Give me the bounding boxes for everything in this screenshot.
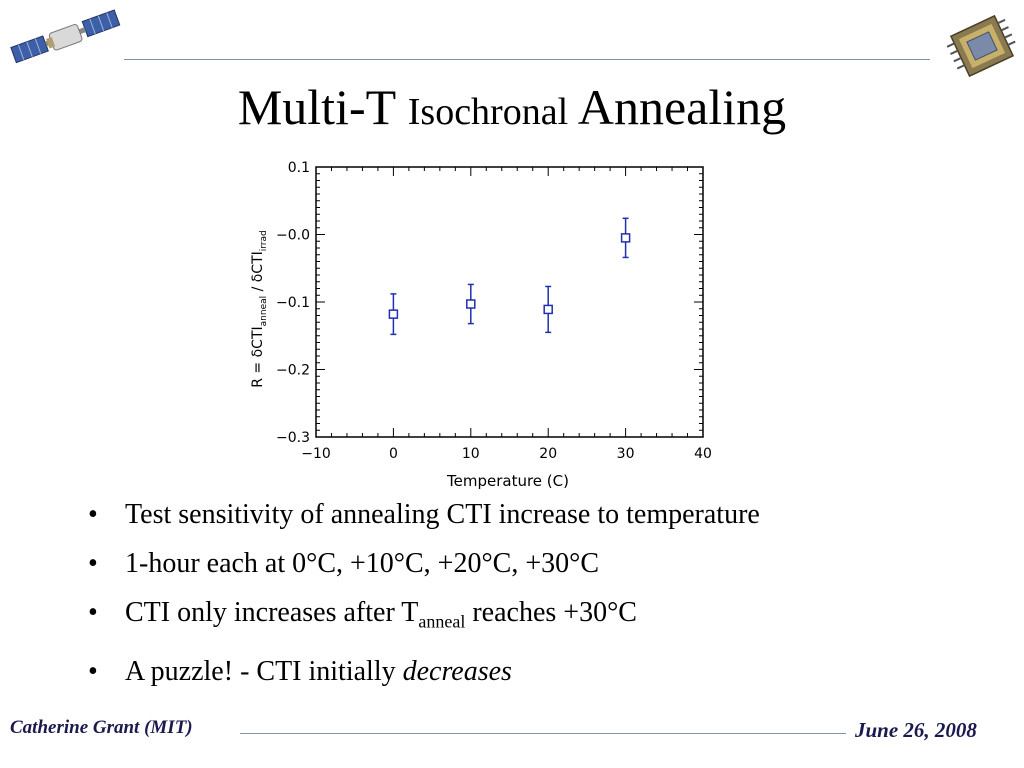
bullet-text: reaches +30°C	[465, 597, 637, 628]
annealing-chart: −10 0 10 20 30 40 0.1 −0.0 −0.1 −0.2 −0.3 R = δCTI…	[236, 158, 736, 495]
y-tick-label: −0.2	[276, 363, 310, 379]
chart-svg: −10 0 10 20 30 40 0.1 −0.0 −0.1 −0.2 −0.3 R = δCTI…	[250, 160, 712, 490]
bullet-item: • Test sensitivity of annealing CTI incr…	[88, 490, 760, 539]
x-tick-label: 0	[389, 446, 398, 462]
bullet-glyph: •	[88, 548, 98, 579]
bullet-list: • Test sensitivity of annealing CTI incr…	[88, 490, 760, 696]
bullet-item: • 1-hour each at 0°C, +10°C, +20°C, +30°…	[88, 539, 760, 588]
x-tick-label: 20	[539, 446, 557, 462]
title-part-1: Multi-T	[237, 79, 408, 135]
data-point	[388, 309, 399, 319]
bullet-item: • A puzzle! - CTI initially decreases	[88, 647, 760, 696]
footer-date: June 26, 2008	[855, 718, 977, 742]
bullet-item: • CTI only increases after Tanneal reach…	[88, 588, 760, 647]
bullet-text: 1-hour each at 0°C, +10°C, +20°C, +30°C	[125, 548, 600, 579]
bullet-subscript: anneal	[418, 611, 466, 632]
x-tick-label: −10	[301, 446, 331, 462]
bullet-text: CTI only increases after T	[125, 597, 419, 628]
title-part-3: Annealing	[568, 79, 787, 135]
bullet-glyph: •	[88, 597, 98, 628]
y-tick-label: 0.1	[288, 160, 310, 176]
x-tick-label: 10	[462, 446, 480, 462]
bullet-glyph: •	[88, 655, 98, 687]
satellite-icon	[8, 6, 126, 81]
x-tick-label: 30	[617, 446, 635, 462]
bullet-text: Test sensitivity of annealing CTI increa…	[125, 499, 760, 530]
data-point	[466, 299, 476, 309]
y-tick-label: −0.0	[276, 228, 310, 244]
y-tick-label: −0.1	[276, 295, 310, 311]
header-rule	[124, 59, 930, 60]
x-tick-label: 40	[694, 446, 712, 462]
x-axis-label: Temperature (C)	[446, 472, 569, 490]
slide-title: Multi-T Isochronal Annealing	[0, 78, 1024, 136]
bullet-glyph: •	[88, 499, 98, 530]
bullet-emphasis: decreases	[402, 655, 512, 687]
plot-frame	[315, 166, 704, 438]
data-point	[620, 233, 631, 243]
title-part-2: Isochronal	[407, 91, 569, 133]
data-point	[543, 304, 553, 315]
y-tick-label: −0.3	[276, 430, 310, 446]
footer-rule	[240, 733, 846, 734]
bullet-text: A puzzle! - CTI initially	[125, 655, 403, 687]
footer-author: Catherine Grant (MIT)	[10, 717, 193, 738]
ccd-chip-icon	[944, 10, 1020, 87]
y-axis-label: R = δCTIanneal / δCTIirrad	[250, 230, 269, 388]
